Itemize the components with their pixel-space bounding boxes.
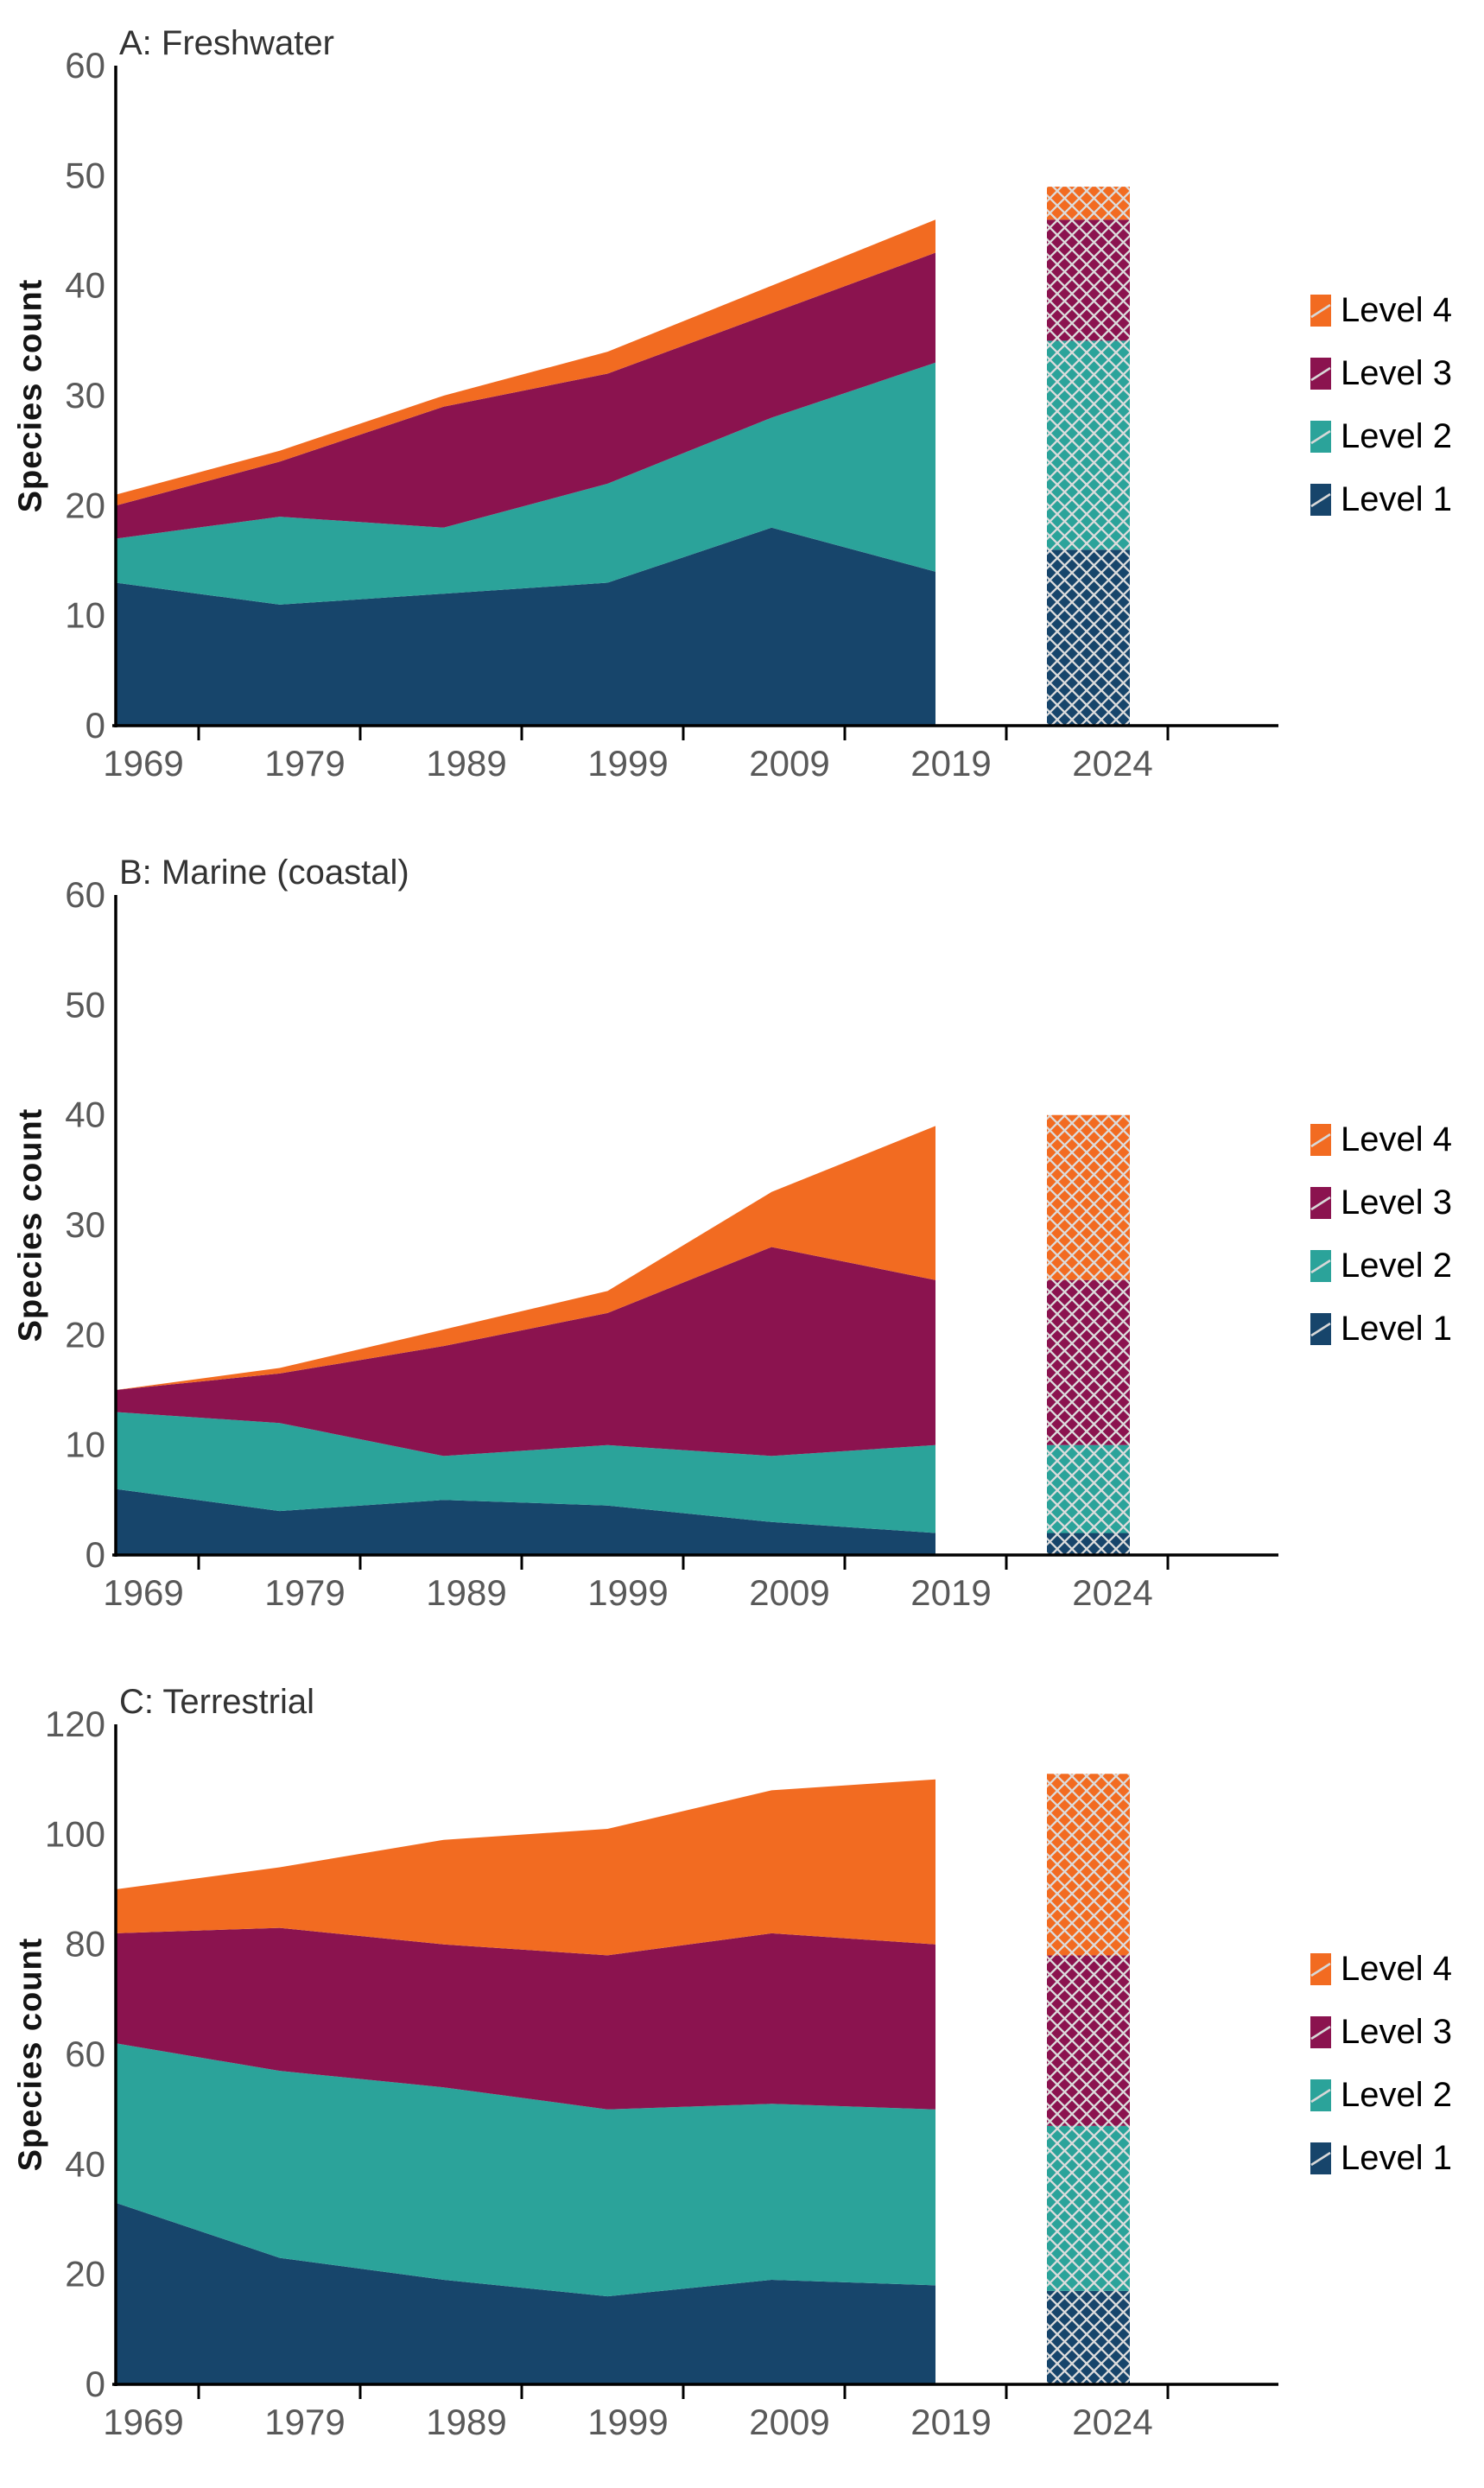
svg-text:1999: 1999 bbox=[587, 743, 668, 784]
svg-text:1979: 1979 bbox=[264, 2402, 345, 2442]
legend-item-level3: Level 3 bbox=[1310, 1184, 1483, 1222]
level2-swatch-icon bbox=[1310, 421, 1331, 453]
svg-text:50: 50 bbox=[65, 984, 105, 1025]
svg-text:1969: 1969 bbox=[103, 1572, 183, 1613]
panel-freshwater: 1969 1979 1989 1999 2009 2019 2024 0 10 20 30 40 50 6… bbox=[0, 0, 1484, 829]
level2-swatch-icon bbox=[1310, 2079, 1331, 2111]
svg-text:80: 80 bbox=[65, 1924, 105, 1964]
svg-text:20: 20 bbox=[65, 2254, 105, 2294]
svg-text:50: 50 bbox=[65, 155, 105, 195]
legend-label: Level 1 bbox=[1341, 1310, 1452, 1348]
svg-text:100: 100 bbox=[45, 1813, 105, 1854]
svg-text:2024: 2024 bbox=[1072, 1572, 1152, 1613]
legend: Level 4 Level 3 Level 2 Level 1 bbox=[1310, 1950, 1483, 2206]
svg-text:0: 0 bbox=[86, 705, 105, 746]
svg-text:2009: 2009 bbox=[749, 743, 829, 784]
legend-label: Level 2 bbox=[1341, 417, 1452, 455]
svg-text:2009: 2009 bbox=[749, 2402, 829, 2442]
svg-text:1979: 1979 bbox=[264, 743, 345, 784]
level3-swatch-icon bbox=[1310, 2016, 1331, 2048]
svg-text:1999: 1999 bbox=[587, 1572, 668, 1613]
legend-item-level4: Level 4 bbox=[1310, 291, 1483, 329]
svg-text:2024: 2024 bbox=[1072, 743, 1152, 784]
level1-swatch-icon bbox=[1310, 1313, 1331, 1345]
level1-swatch-icon bbox=[1310, 2142, 1331, 2174]
svg-text:60: 60 bbox=[65, 874, 105, 915]
legend-label: Level 4 bbox=[1341, 291, 1452, 329]
legend-item-level4: Level 4 bbox=[1310, 1120, 1483, 1158]
legend-item-level3: Level 3 bbox=[1310, 2013, 1483, 2051]
svg-text:40: 40 bbox=[65, 265, 105, 306]
svg-text:0: 0 bbox=[86, 2364, 105, 2404]
level3-swatch-icon bbox=[1310, 1187, 1331, 1219]
legend-item-level3: Level 3 bbox=[1310, 354, 1483, 392]
marine-chart: 1969 1979 1989 1999 2009 2019 2024 0 10 20 30 40 50 6… bbox=[65, 874, 1278, 1613]
panel-title: A: Freshwater bbox=[119, 24, 334, 62]
svg-text:20: 20 bbox=[65, 485, 105, 525]
svg-text:10: 10 bbox=[65, 595, 105, 636]
y-axis-label: Species count bbox=[12, 278, 49, 513]
legend-item-level1: Level 1 bbox=[1310, 2139, 1483, 2177]
svg-text:1969: 1969 bbox=[103, 743, 183, 784]
svg-text:1999: 1999 bbox=[587, 2402, 668, 2442]
legend: Level 4 Level 3 Level 2 Level 1 bbox=[1310, 291, 1483, 547]
legend-label: Level 4 bbox=[1341, 1950, 1452, 1988]
svg-text:60: 60 bbox=[65, 2034, 105, 2074]
svg-text:30: 30 bbox=[65, 375, 105, 416]
svg-text:0: 0 bbox=[86, 1534, 105, 1575]
legend-item-level2: Level 2 bbox=[1310, 417, 1483, 455]
svg-text:1989: 1989 bbox=[426, 1572, 506, 1613]
svg-text:1989: 1989 bbox=[426, 743, 506, 784]
panel-marine-coastal: 1969 1979 1989 1999 2009 2019 2024 0 10 20 30 40 50 6… bbox=[0, 829, 1484, 1659]
svg-text:30: 30 bbox=[65, 1204, 105, 1245]
svg-text:120: 120 bbox=[45, 1704, 105, 1744]
y-axis-label: Species count bbox=[12, 1108, 49, 1342]
legend-label: Level 3 bbox=[1341, 1184, 1452, 1222]
legend-label: Level 3 bbox=[1341, 2013, 1452, 2051]
panel-terrestrial: 1969 1979 1989 1999 2009 2019 2024 0 20 40 60 80 100… bbox=[0, 1659, 1484, 2488]
legend-item-level1: Level 1 bbox=[1310, 480, 1483, 518]
svg-text:2019: 2019 bbox=[910, 743, 991, 784]
legend-label: Level 2 bbox=[1341, 2076, 1452, 2114]
svg-text:2019: 2019 bbox=[910, 1572, 991, 1613]
svg-text:2019: 2019 bbox=[910, 2402, 991, 2442]
legend-item-level4: Level 4 bbox=[1310, 1950, 1483, 1988]
level1-swatch-icon bbox=[1310, 484, 1331, 516]
legend-item-level2: Level 2 bbox=[1310, 1247, 1483, 1285]
legend-label: Level 1 bbox=[1341, 2139, 1452, 2177]
legend-label: Level 1 bbox=[1341, 480, 1452, 518]
panel-title: B: Marine (coastal) bbox=[119, 854, 409, 892]
legend-item-level2: Level 2 bbox=[1310, 2076, 1483, 2114]
terrestrial-chart: 1969 1979 1989 1999 2009 2019 2024 0 20 40 60 80 100… bbox=[45, 1704, 1278, 2442]
legend-label: Level 4 bbox=[1341, 1120, 1452, 1158]
svg-text:20: 20 bbox=[65, 1314, 105, 1355]
svg-text:10: 10 bbox=[65, 1425, 105, 1465]
svg-text:2024: 2024 bbox=[1072, 2402, 1152, 2442]
legend-label: Level 3 bbox=[1341, 354, 1452, 392]
legend: Level 4 Level 3 Level 2 Level 1 bbox=[1310, 1120, 1483, 1376]
svg-text:2009: 2009 bbox=[749, 1572, 829, 1613]
legend-item-level1: Level 1 bbox=[1310, 1310, 1483, 1348]
svg-text:1989: 1989 bbox=[426, 2402, 506, 2442]
level3-swatch-icon bbox=[1310, 358, 1331, 390]
level4-swatch-icon bbox=[1310, 1953, 1331, 1985]
panel-title: C: Terrestrial bbox=[119, 1683, 314, 1721]
y-axis-label: Species count bbox=[12, 1937, 49, 2172]
svg-text:40: 40 bbox=[65, 1095, 105, 1135]
svg-text:1969: 1969 bbox=[103, 2402, 183, 2442]
level4-swatch-icon bbox=[1310, 1124, 1331, 1156]
level4-swatch-icon bbox=[1310, 295, 1331, 327]
level2-swatch-icon bbox=[1310, 1250, 1331, 1282]
svg-text:60: 60 bbox=[65, 45, 105, 86]
svg-text:1979: 1979 bbox=[264, 1572, 345, 1613]
freshwater-chart: 1969 1979 1989 1999 2009 2019 2024 0 10 20 30 40 50 6… bbox=[65, 45, 1278, 784]
legend-label: Level 2 bbox=[1341, 1247, 1452, 1285]
svg-text:40: 40 bbox=[65, 2143, 105, 2184]
